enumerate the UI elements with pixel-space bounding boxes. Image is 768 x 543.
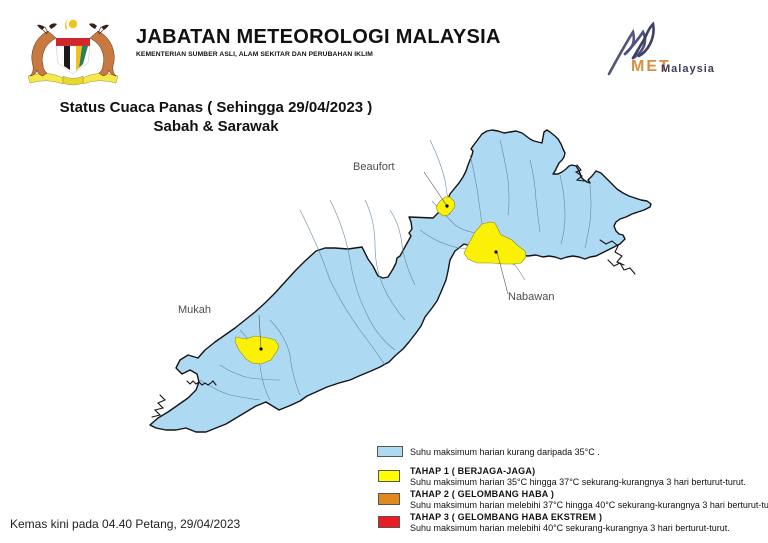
svg-text:Mukah: Mukah — [178, 304, 211, 316]
svg-text:Beaufort: Beaufort — [353, 161, 395, 173]
svg-text:Nabawan: Nabawan — [508, 291, 554, 303]
